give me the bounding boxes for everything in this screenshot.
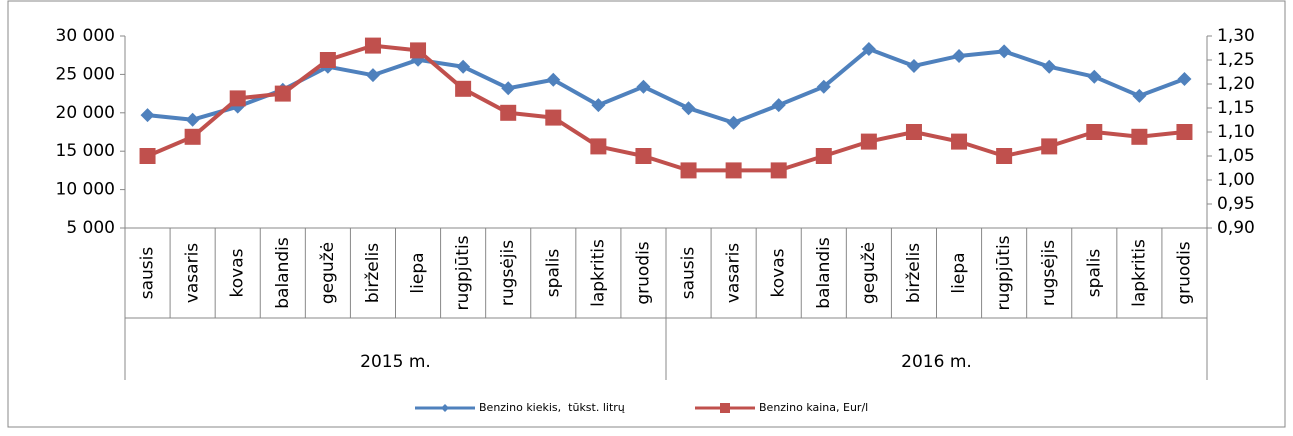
point-marker — [860, 133, 877, 150]
point-marker — [590, 138, 607, 155]
y-tick-label: 25 000 — [56, 64, 115, 84]
point-marker — [1042, 59, 1057, 74]
point-marker — [951, 133, 968, 150]
x-tick-label: lapkritis — [588, 239, 608, 307]
point-marker — [546, 72, 561, 87]
y2-tick-label: 1,05 — [1217, 146, 1255, 166]
point-marker — [1176, 124, 1193, 140]
x-group-label: 2015 m. — [360, 352, 431, 372]
point-marker — [1131, 128, 1148, 145]
x-tick-label: vasaris — [183, 243, 203, 303]
y-tick-label: 5 000 — [66, 218, 115, 238]
x-tick-label: balandis — [273, 237, 293, 309]
x-group-label: 2016 m. — [901, 352, 972, 372]
x-tick-label: sausis — [138, 247, 158, 300]
point-marker — [140, 108, 155, 123]
x-tick-label: kovas — [228, 248, 248, 297]
point-marker — [1041, 138, 1058, 155]
x-tick-label: rugsėjis — [498, 240, 518, 306]
point-marker — [771, 98, 786, 113]
point-marker — [952, 48, 967, 63]
legend-label: Benzino kaina, Eur/l — [759, 401, 868, 414]
point-marker — [636, 79, 651, 94]
point-marker — [1086, 124, 1103, 140]
point-marker — [229, 90, 246, 107]
y2-tick-label: 1,10 — [1217, 122, 1255, 142]
point-marker — [997, 44, 1012, 59]
x-tick-label: vasaris — [724, 243, 744, 303]
point-marker — [815, 148, 832, 164]
point-marker — [365, 68, 380, 83]
point-marker — [274, 85, 291, 102]
point-marker — [364, 37, 381, 54]
x-tick-label: spalis — [543, 249, 563, 298]
y-tick-label: 30 000 — [56, 26, 115, 46]
point-marker — [545, 109, 562, 126]
y2-tick-label: 1,20 — [1217, 74, 1255, 94]
point-marker — [455, 80, 472, 97]
x-tick-label: balandis — [814, 237, 834, 309]
y-tick-label: 15 000 — [56, 141, 115, 161]
point-marker — [996, 148, 1013, 164]
legend-label: Benzino kiekis, tūkst. litrų — [479, 401, 625, 414]
point-marker — [501, 81, 516, 96]
point-marker — [816, 79, 831, 94]
x-tick-label: birželis — [904, 243, 924, 303]
point-marker — [410, 42, 427, 59]
point-marker — [680, 162, 697, 179]
point-marker — [185, 112, 200, 127]
point-marker — [591, 98, 606, 113]
point-marker — [725, 162, 742, 179]
y2-tick-label: 0,95 — [1217, 194, 1255, 214]
y2-tick-label: 1,15 — [1217, 98, 1255, 118]
point-marker — [1177, 72, 1192, 87]
x-tick-label: spalis — [1084, 249, 1104, 298]
point-marker — [456, 59, 471, 74]
x-tick-label: liepa — [408, 252, 428, 293]
x-tick-label: liepa — [949, 252, 969, 293]
x-tick-label: gegužė — [318, 242, 338, 304]
point-marker — [635, 148, 652, 164]
x-tick-label: sausis — [679, 247, 699, 300]
point-marker — [905, 124, 922, 140]
y-tick-label: 10 000 — [56, 180, 115, 200]
point-marker — [1132, 88, 1147, 103]
y-tick-label: 20 000 — [56, 103, 115, 123]
point-marker — [861, 42, 876, 57]
x-tick-label: lapkritis — [1129, 239, 1149, 307]
x-tick-label: birželis — [363, 243, 383, 303]
x-tick-label: kovas — [769, 248, 789, 297]
x-tick-label: gegužė — [859, 242, 879, 304]
x-tick-label: gruodis — [1174, 241, 1194, 304]
y2-tick-label: 1,25 — [1217, 50, 1255, 70]
point-marker — [726, 115, 741, 130]
x-tick-label: rugpjūtis — [453, 235, 473, 310]
series-line — [147, 47, 1186, 125]
point-marker — [500, 104, 517, 121]
point-marker — [139, 148, 156, 164]
point-marker — [319, 52, 336, 68]
y2-tick-label: 1,00 — [1217, 170, 1255, 190]
x-tick-label: rugsėjis — [1039, 240, 1059, 306]
point-marker — [906, 58, 921, 73]
y2-tick-label: 0,90 — [1217, 218, 1255, 238]
point-marker — [184, 128, 201, 145]
x-tick-label: gruodis — [633, 241, 653, 304]
legend-marker — [720, 403, 730, 413]
x-tick-label: rugpjūtis — [994, 235, 1014, 310]
legend-marker — [441, 404, 449, 412]
chart-border — [7, 0, 1286, 428]
y2-tick-label: 1,30 — [1217, 26, 1255, 46]
point-marker — [681, 101, 696, 116]
point-marker — [770, 162, 787, 179]
point-marker — [1087, 69, 1102, 84]
